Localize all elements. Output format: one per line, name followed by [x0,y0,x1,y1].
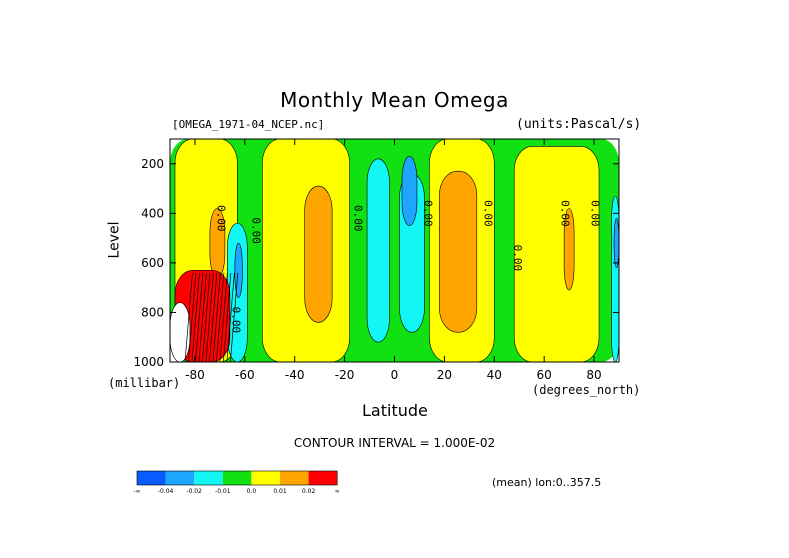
colorbar-label: 0.01 [273,488,287,495]
colorbar-label: -0.02 [186,488,202,495]
dense-contour-line [226,272,235,362]
x-tick-label: -20 [335,368,355,382]
x-tick-label: 60 [537,368,552,382]
dense-contour-line [184,272,193,362]
contour-region [234,242,243,298]
contour-region [401,156,418,227]
dense-contour-line [223,272,232,362]
x-tick-label: -40 [285,368,305,382]
y-tick-label: 400 [141,206,164,220]
contour-label: 0.00 [421,200,434,227]
units-label: (units:Pascal/s) [516,117,642,132]
x-tick-label: -80 [185,368,205,382]
dense-contour-line [195,272,204,362]
contour-region [366,158,390,343]
dense-contour-line [191,272,200,362]
y-tick-label: 1000 [133,355,164,369]
colorbar-label: 0.02 [302,488,316,495]
colorbar-swatch [222,471,252,485]
colorbar-swatch [251,471,280,485]
x-tick-label: 80 [586,368,601,382]
contour-label: 0.00 [559,200,572,227]
dataset-label: [OMEGA_1971-04_NCEP.nc] [172,118,325,131]
x-unit-label: (degrees_north) [532,383,641,397]
dense-contour-line [198,272,207,362]
contour-label: 0.00 [229,307,242,334]
x-tick-label: 40 [487,368,502,382]
colorbar-swatch [194,471,223,485]
dense-contour-line [216,272,225,362]
colorbar-label: -0.04 [158,488,174,495]
contour-label: 0.00 [589,200,602,227]
dense-contour-line [188,272,197,362]
x-tick-label: 0 [391,368,399,382]
colorbar-label: -∞ [133,488,140,495]
colorbar-swatch [165,471,195,485]
chart-title: Monthly Mean Omega [280,88,509,112]
y-unit-label: (millibar) [108,376,181,390]
contour-fill-layer [170,139,619,362]
dense-contour-line [205,272,214,362]
dense-contour-line [209,272,218,362]
contour-region [513,146,600,362]
dense-contour-line [202,272,211,362]
colorbar-label: ∞ [335,488,340,495]
dense-contour-layer [184,272,239,362]
colorbar-swatch [137,471,166,485]
y-tick-label: 800 [141,305,164,319]
contour-interval-label: CONTOUR INTERVAL = 1.000E-02 [293,436,496,450]
contour-label: 0.00 [352,205,365,232]
dense-contour-line [230,272,239,362]
y-tick-label: 200 [141,157,164,171]
colorbar: -∞ -0.04 -0.02 -0.01 0.0 0.01 0.02 ∞ [133,470,340,495]
colorbar-swatch [308,471,338,485]
contour-label: 0.00 [249,217,262,244]
colorbar-label: 0.0 [247,488,257,495]
contour-region [613,217,619,269]
x-tick-label: 20 [437,368,452,382]
x-tick-label: -60 [235,368,255,382]
dense-contour-line [212,272,221,362]
colorbar-label: -0.01 [215,488,231,495]
contour-label-layer: 0.00 0.00 0.00 0.00 0.00 0.00 0.00 0.00 0.00 [214,200,601,333]
y-tick-label: 600 [141,256,164,270]
x-axis-label: Latitude [362,401,428,420]
contour-label: 0.00 [214,205,227,232]
contour-label: 0.00 [481,200,494,227]
y-axis: 200 400 600 800 1000 [133,157,619,369]
colorbar-swatch [280,471,309,485]
contour-region [170,302,191,362]
dense-contour-line [219,272,228,362]
contour-region [563,208,575,291]
contour-region [439,170,478,333]
contour-region [304,185,333,323]
contour-label: 0.00 [511,245,524,272]
colorbar-frame [136,470,338,486]
x-axis: -80 -60 -40 -20 0 20 40 60 80 [185,139,602,382]
mean-label: (mean) lon:0..357.5 [492,476,602,489]
